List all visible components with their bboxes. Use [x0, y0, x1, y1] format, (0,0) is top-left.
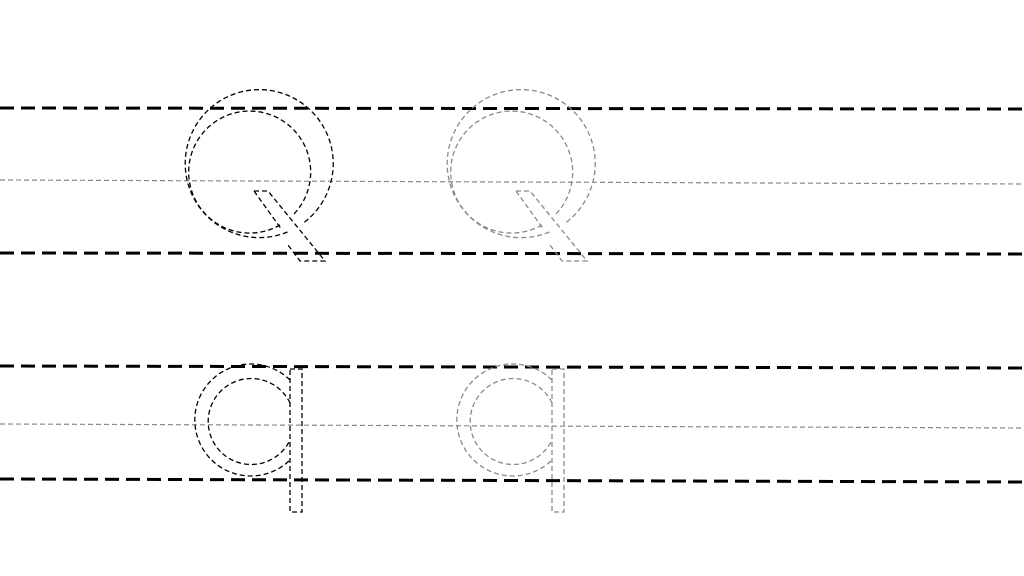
- midline: [0, 179, 1024, 185]
- baseline: [0, 251, 1024, 256]
- practice-row-lowercase: [0, 363, 1024, 513]
- baseline: [0, 477, 1024, 484]
- traceable-letter-q-dark: [194, 363, 303, 513]
- traceable-letter-Q-light: [446, 88, 596, 262]
- top-guide-line: [0, 106, 1024, 111]
- top-guide-line: [0, 364, 1024, 370]
- traceable-letter-q-light: [456, 363, 565, 513]
- traceable-letter-Q-dark: [184, 88, 334, 262]
- practice-row-uppercase: [0, 88, 1024, 262]
- midline: [0, 423, 1024, 429]
